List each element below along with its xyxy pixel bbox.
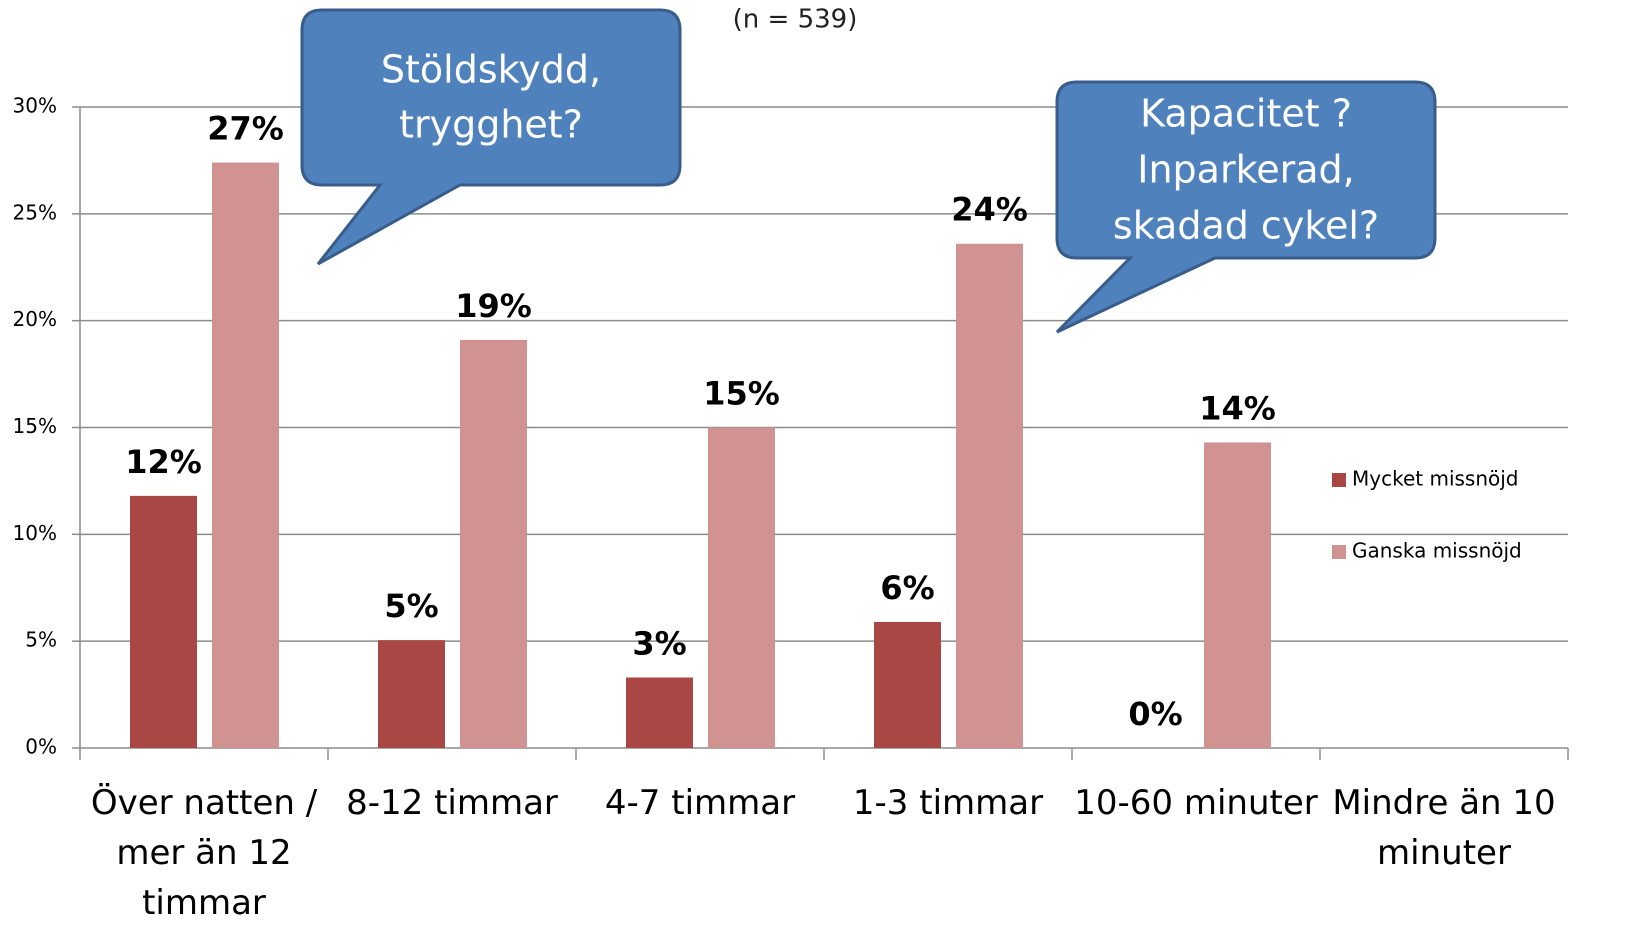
x-tick-label: Över natten / mer än 12 timmar <box>90 783 318 923</box>
y-tick-label: 30% <box>13 94 57 118</box>
x-tick-label: Mindre än 10 minuter <box>1332 783 1556 873</box>
x-tick-label: 8-12 timmar <box>346 783 558 823</box>
y-tick-label: 20% <box>13 307 57 331</box>
data-label: 15% <box>703 375 780 413</box>
callout <box>1055 80 1437 334</box>
legend-swatch <box>1332 545 1346 559</box>
bar <box>1204 442 1271 748</box>
y-tick-label: 15% <box>13 414 57 438</box>
x-tick-label: 4-7 timmar <box>604 783 796 823</box>
data-label: 27% <box>207 110 284 148</box>
bar <box>708 427 775 748</box>
y-tick-label: 10% <box>13 521 57 545</box>
data-label: 19% <box>455 287 532 325</box>
x-tick-label: 1-3 timmar <box>852 783 1044 823</box>
callout-text: skadad cykel? <box>1113 204 1379 248</box>
callout-text: Kapacitet ? <box>1140 92 1352 136</box>
data-label: 24% <box>951 191 1028 229</box>
callout-text: Inparkerad, <box>1137 148 1354 192</box>
legend-label: Ganska missnöjd <box>1352 539 1522 563</box>
bar <box>956 243 1023 748</box>
bar <box>378 640 445 748</box>
y-tick-label: 0% <box>25 735 57 759</box>
data-label: 6% <box>880 569 934 607</box>
y-tick-label: 25% <box>13 200 57 224</box>
data-label: 14% <box>1199 389 1276 427</box>
data-label: 0% <box>1128 695 1182 733</box>
bar <box>874 621 941 748</box>
legend-swatch <box>1332 473 1346 487</box>
data-label: 5% <box>384 587 438 625</box>
legend-label: Mycket missnöjd <box>1352 467 1519 491</box>
bar <box>212 162 279 748</box>
data-label: 12% <box>125 443 202 481</box>
y-tick-label: 5% <box>25 628 57 652</box>
x-tick-label: 10-60 minuter <box>1074 783 1318 823</box>
callout <box>300 8 682 266</box>
callout-text: Stöldskydd, <box>381 48 601 92</box>
callout-text: trygghet? <box>399 103 583 147</box>
bar <box>626 677 693 748</box>
bar <box>130 495 197 748</box>
data-label: 3% <box>632 624 686 662</box>
bar <box>460 339 527 748</box>
chart-subtitle: (n = 539) <box>733 5 858 35</box>
